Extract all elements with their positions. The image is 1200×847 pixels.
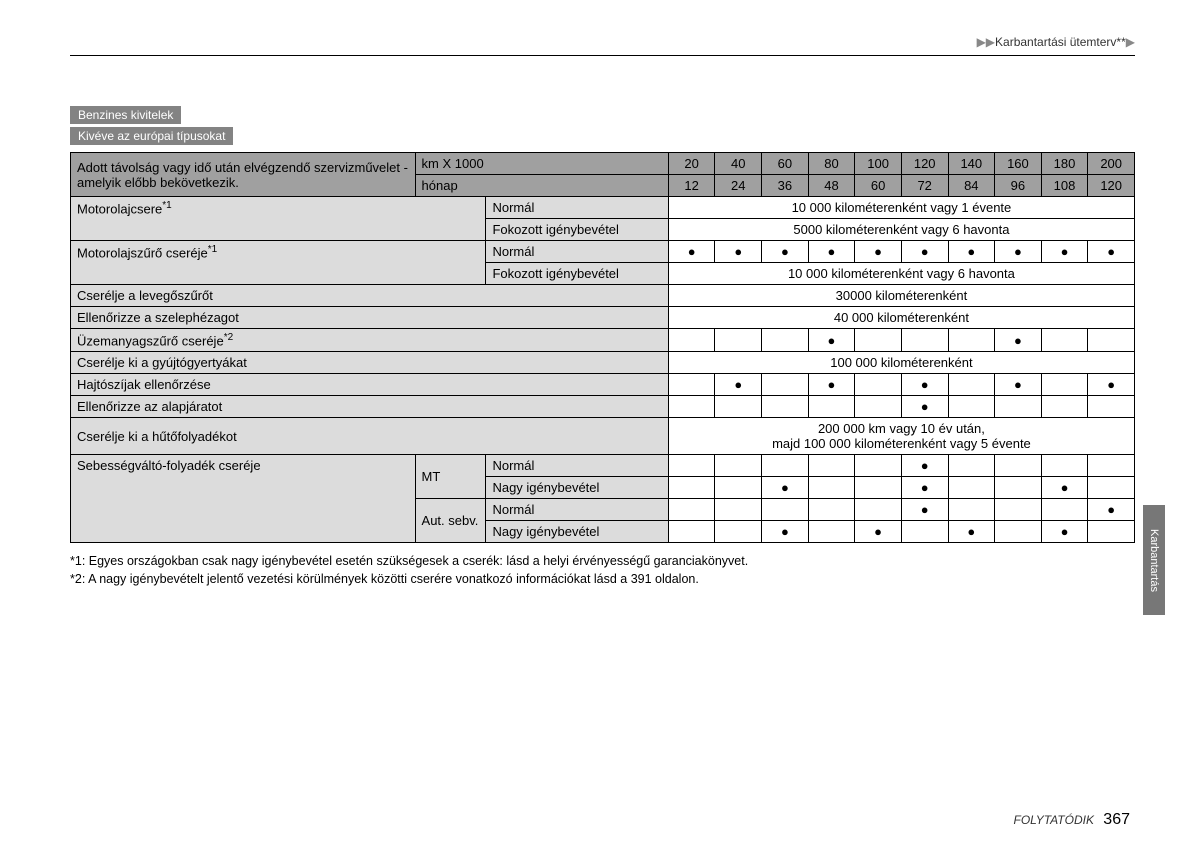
- side-tab: Karbantartás: [1143, 505, 1165, 615]
- breadcrumb: ▶▶Karbantartási ütemterv**▶: [70, 35, 1135, 49]
- pill-1: Benzines kivitelek: [70, 106, 181, 124]
- table-body: Motorolajcsere*1Normál10 000 kilométeren…: [71, 197, 1135, 543]
- footnotes: *1: Egyes országokban csak nagy igénybev…: [70, 553, 1135, 588]
- footer: FOLYTATÓDIK 367: [1013, 811, 1130, 829]
- pill-2: Kivéve az európai típusokat: [70, 127, 233, 145]
- continued-label: FOLYTATÓDIK: [1013, 813, 1093, 827]
- page-number: 367: [1103, 811, 1130, 828]
- top-rule: [70, 55, 1135, 56]
- table-header: Adott távolság vagy idő után elvégzendő …: [71, 153, 1135, 197]
- maintenance-table: Adott távolság vagy idő után elvégzendő …: [70, 152, 1135, 543]
